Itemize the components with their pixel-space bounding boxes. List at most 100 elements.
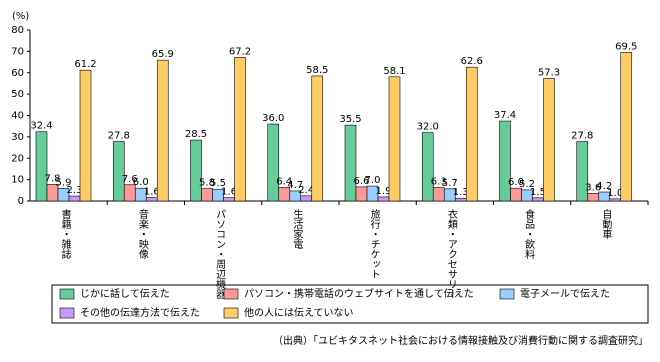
bar xyxy=(201,188,213,202)
legend-swatch xyxy=(59,307,75,319)
value-label: 3.6 xyxy=(585,182,601,193)
value-label: 1.3 xyxy=(453,187,469,198)
bar xyxy=(609,198,622,202)
legend-label: 電子メールで伝えた xyxy=(520,288,610,300)
x-tick-label: パソコン・周辺機器 xyxy=(214,209,226,300)
bar xyxy=(79,69,92,202)
y-tick-label: 20 xyxy=(11,153,24,164)
x-tick-label: 旅行・チケット xyxy=(368,208,380,279)
value-label: 36.0 xyxy=(262,113,284,124)
bar xyxy=(499,120,511,202)
bar xyxy=(454,197,467,202)
y-tick-label: 40 xyxy=(11,111,24,122)
x-tick-label: 生活家電 xyxy=(291,208,303,249)
legend-swatch xyxy=(499,288,515,300)
value-label: 6.4 xyxy=(276,176,292,187)
bar xyxy=(620,52,633,202)
value-label: 58.5 xyxy=(306,65,328,76)
source-note: （出典）「ユビキタスネット社会における情報接触及び消費行動に関する調査研究」 xyxy=(273,334,648,347)
value-label: 2.3 xyxy=(67,185,83,196)
bar xyxy=(112,141,125,202)
value-label: 2.4 xyxy=(298,185,314,196)
value-label: 1.6 xyxy=(221,187,237,198)
bar xyxy=(587,193,600,202)
value-label: 35.5 xyxy=(339,114,361,125)
legend-label: その他の伝達方法で伝えた xyxy=(80,306,200,319)
value-label: 6.3 xyxy=(431,177,447,188)
bar xyxy=(300,195,313,202)
value-label: 1.9 xyxy=(376,186,392,197)
value-label: 6.0 xyxy=(133,177,149,188)
legend-label: パソコン・携帯電話のウェブサイトを通して伝えた xyxy=(244,287,474,300)
y-tick-label: 10 xyxy=(11,175,24,186)
value-label: 7.8 xyxy=(45,173,61,184)
y-tick-label: 70 xyxy=(11,46,24,57)
value-label: 4.2 xyxy=(596,181,612,192)
value-label: 7.0 xyxy=(365,175,381,186)
bar xyxy=(156,59,169,202)
value-label: 1.5 xyxy=(530,187,546,198)
bar xyxy=(35,131,48,202)
bar xyxy=(212,188,224,202)
y-tick-label: 80 xyxy=(11,25,24,36)
y-tick-label: 30 xyxy=(11,132,24,143)
value-label: 62.6 xyxy=(461,56,483,67)
value-label: 6.6 xyxy=(354,176,370,187)
bar xyxy=(421,132,434,202)
value-label: 4.7 xyxy=(287,180,303,191)
bar xyxy=(355,186,368,202)
value-label: 57.3 xyxy=(538,68,560,79)
value-label: 7.6 xyxy=(122,174,138,185)
value-label: 32.4 xyxy=(30,121,52,132)
value-label: 5.5 xyxy=(210,178,226,189)
x-tick-label: 書籍・雑誌 xyxy=(59,208,71,260)
bar xyxy=(521,189,533,202)
legend-swatch xyxy=(223,307,239,319)
bar xyxy=(223,197,235,202)
value-label: 58.1 xyxy=(383,66,405,77)
value-label: 5.9 xyxy=(56,177,72,188)
bar xyxy=(532,197,544,202)
y-tick-label: 60 xyxy=(11,68,24,79)
x-tick-label: 音楽・映像 xyxy=(136,208,148,259)
value-label: 6.0 xyxy=(508,177,524,188)
value-label: 5.8 xyxy=(199,178,215,189)
value-label: 5.7 xyxy=(442,178,458,189)
value-label: 5.2 xyxy=(519,179,535,190)
legend-label: じかに話して伝えた xyxy=(80,287,170,300)
bar xyxy=(598,191,611,202)
value-label: 1.6 xyxy=(144,187,160,198)
value-label: 61.2 xyxy=(74,59,96,70)
legend-swatch xyxy=(59,288,75,300)
bar xyxy=(134,187,147,202)
bar xyxy=(190,139,202,202)
y-tick-label: 50 xyxy=(11,89,24,100)
value-label: 27.8 xyxy=(571,131,593,142)
y-unit: (%) xyxy=(12,11,29,22)
bar xyxy=(465,66,478,202)
bar xyxy=(510,187,522,202)
bar xyxy=(267,123,280,202)
x-tick-label: 衣類・アクセサリー xyxy=(445,208,457,299)
bar xyxy=(543,78,555,202)
bar xyxy=(344,124,357,202)
bar xyxy=(388,76,401,202)
value-label: 69.5 xyxy=(615,41,637,52)
bar xyxy=(234,57,246,202)
bar xyxy=(57,188,70,202)
bar xyxy=(377,196,390,202)
bar xyxy=(432,187,445,202)
value-label: 27.8 xyxy=(108,131,130,142)
bar xyxy=(443,188,456,202)
value-label: 65.9 xyxy=(152,49,174,60)
legend-label: 他の人には伝えていない xyxy=(244,306,354,319)
bar xyxy=(311,75,324,202)
value-label: 37.4 xyxy=(494,110,516,121)
value-label: 32.0 xyxy=(417,122,439,133)
legend-box xyxy=(51,284,649,324)
value-label: 67.2 xyxy=(229,46,251,57)
bar xyxy=(145,197,158,202)
x-tick-label: 食品・飲料 xyxy=(523,208,535,260)
x-tick-label: 自動車 xyxy=(600,208,612,240)
